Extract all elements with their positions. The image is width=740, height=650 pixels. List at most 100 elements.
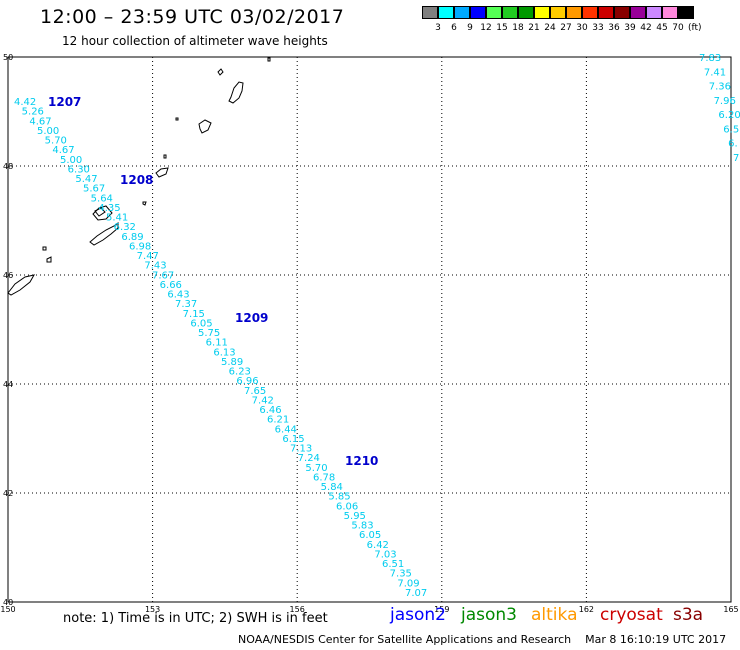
swh-value-east: 7.41 <box>704 67 726 78</box>
swh-value: 6.05 <box>190 318 212 329</box>
legend-label: 39 <box>624 23 636 33</box>
swh-value: 5.75 <box>198 328 220 339</box>
x-tick-labels: 150 153 156 159 162 165 <box>0 605 738 614</box>
swh-value: 7.24 <box>298 453 320 464</box>
swh-value-east: 7. <box>733 153 740 164</box>
page-subtitle: 12 hour collection of altimeter wave hei… <box>62 34 328 48</box>
swh-value: 4.67 <box>29 116 51 127</box>
altimeter-track-east: 7.83 7.41 7.36 7.96 6.20 6.5 6. 7. <box>699 53 740 164</box>
swh-value: 7.13 <box>290 444 312 455</box>
swh-value: 5.83 <box>351 521 373 532</box>
legend-unit: (ft) <box>688 23 702 33</box>
island-kunashir <box>7 274 35 296</box>
legend-label: 9 <box>467 23 473 33</box>
swh-value: 6.23 <box>229 367 251 378</box>
legend-swatch <box>566 6 582 19</box>
y-tick-label: 48 <box>3 162 13 171</box>
swh-value: 5.26 <box>22 107 44 118</box>
island-small-7 <box>46 256 52 263</box>
footnote: note: 1) Time is in UTC; 2) SWH is in fe… <box>63 611 328 626</box>
island-small-6 <box>42 246 47 251</box>
island-urup-a <box>94 207 106 217</box>
swh-value: 6.98 <box>129 241 151 252</box>
legend-label: 12 <box>480 23 492 33</box>
legend-label: 15 <box>496 23 508 33</box>
legend-swatch <box>550 6 566 19</box>
satellite-jason3: jason3 <box>461 605 517 625</box>
time-label: 1210 <box>345 454 378 468</box>
satellite-s3a: s3a <box>673 605 704 625</box>
generated-timestamp: Mar 8 16:10:19 UTC 2017 <box>585 633 727 646</box>
track-time-labels: 1207 1208 1209 1210 <box>48 95 378 468</box>
legend-swatch <box>662 6 678 19</box>
x-tick-label: 153 <box>145 605 160 614</box>
island-small-1 <box>217 68 224 76</box>
legend-swatch <box>646 6 662 19</box>
credit-text: NOAA/NESDIS Center for Satellite Applica… <box>238 633 572 646</box>
island-small-3 <box>175 117 179 121</box>
island-onekotan <box>198 119 212 134</box>
legend-swatch <box>518 6 534 19</box>
swh-value: 6.15 <box>282 434 304 445</box>
swh-value: 5.00 <box>60 155 82 166</box>
swh-value: 6.96 <box>236 376 258 387</box>
swh-value: 5.47 <box>75 174 97 185</box>
legend-swatch <box>534 6 550 19</box>
swh-value-east: 6.5 <box>723 124 739 135</box>
credit-line: NOAA/NESDIS Center for Satellite Applica… <box>238 633 726 646</box>
swh-value: 5.84 <box>321 482 343 493</box>
island-iturup <box>89 222 119 246</box>
y-tick-label: 44 <box>3 380 13 389</box>
island-small-5 <box>142 201 147 206</box>
swh-value: 6.66 <box>160 280 182 291</box>
island-simushir <box>155 167 169 178</box>
island-urup-b <box>92 205 113 221</box>
legend-swatch <box>502 6 518 19</box>
swh-value: 6.89 <box>121 232 143 243</box>
time-label: 1209 <box>235 311 268 325</box>
map-frame <box>7 56 732 603</box>
swh-value: 6.78 <box>313 472 335 483</box>
island-small-2 <box>267 57 271 62</box>
satellite-jason2: jason2 <box>390 605 446 625</box>
legend-swatch <box>454 6 470 19</box>
swh-value: 6.11 <box>206 338 228 349</box>
swh-value: 6.46 <box>259 405 281 416</box>
legend-label: 30 <box>576 23 588 33</box>
legend-swatch <box>614 6 630 19</box>
swh-value-east: 7.83 <box>699 53 721 64</box>
swh-value: 6.43 <box>167 290 189 301</box>
legend-label: 21 <box>528 23 540 33</box>
swh-value: 4.67 <box>52 145 74 156</box>
time-label: 1208 <box>120 173 153 187</box>
swh-value: 5.41 <box>106 213 128 224</box>
swh-value: 5.67 <box>83 184 105 195</box>
swh-value: 7.03 <box>374 549 396 560</box>
y-tick-labels: 50 48 46 44 42 40 <box>3 53 13 607</box>
swh-value: 7.65 <box>244 386 266 397</box>
swh-value: 5.70 <box>305 463 327 474</box>
legend-label: 3 <box>435 23 441 33</box>
swh-value: 6.32 <box>114 222 136 233</box>
swh-value: 5.85 <box>328 492 350 503</box>
swh-value: 5.89 <box>221 357 243 368</box>
altimeter-track: 4.425.264.675.005.704.675.006.305.475.67… <box>14 97 427 599</box>
satellite-altika: altika <box>531 605 578 625</box>
legend-swatch <box>486 6 502 19</box>
swh-value: 7.42 <box>252 395 274 406</box>
legend-swatch <box>438 6 454 19</box>
swh-value: 4.35 <box>98 203 120 214</box>
islands <box>7 57 271 296</box>
legend-label: 42 <box>640 23 652 33</box>
y-tick-label: 46 <box>3 271 13 280</box>
x-tick-label: 165 <box>723 605 738 614</box>
swh-value-east: 7.96 <box>714 96 736 107</box>
swh-value: 6.13 <box>213 347 235 358</box>
gridlines <box>8 57 731 602</box>
swh-value-east: 6.20 <box>718 110 740 121</box>
swh-value: 6.06 <box>336 501 358 512</box>
legend-label: 36 <box>608 23 620 33</box>
satellite-cryosat: cryosat <box>600 605 663 625</box>
x-tick-label: 159 <box>434 605 449 614</box>
swh-value: 7.15 <box>183 309 205 320</box>
